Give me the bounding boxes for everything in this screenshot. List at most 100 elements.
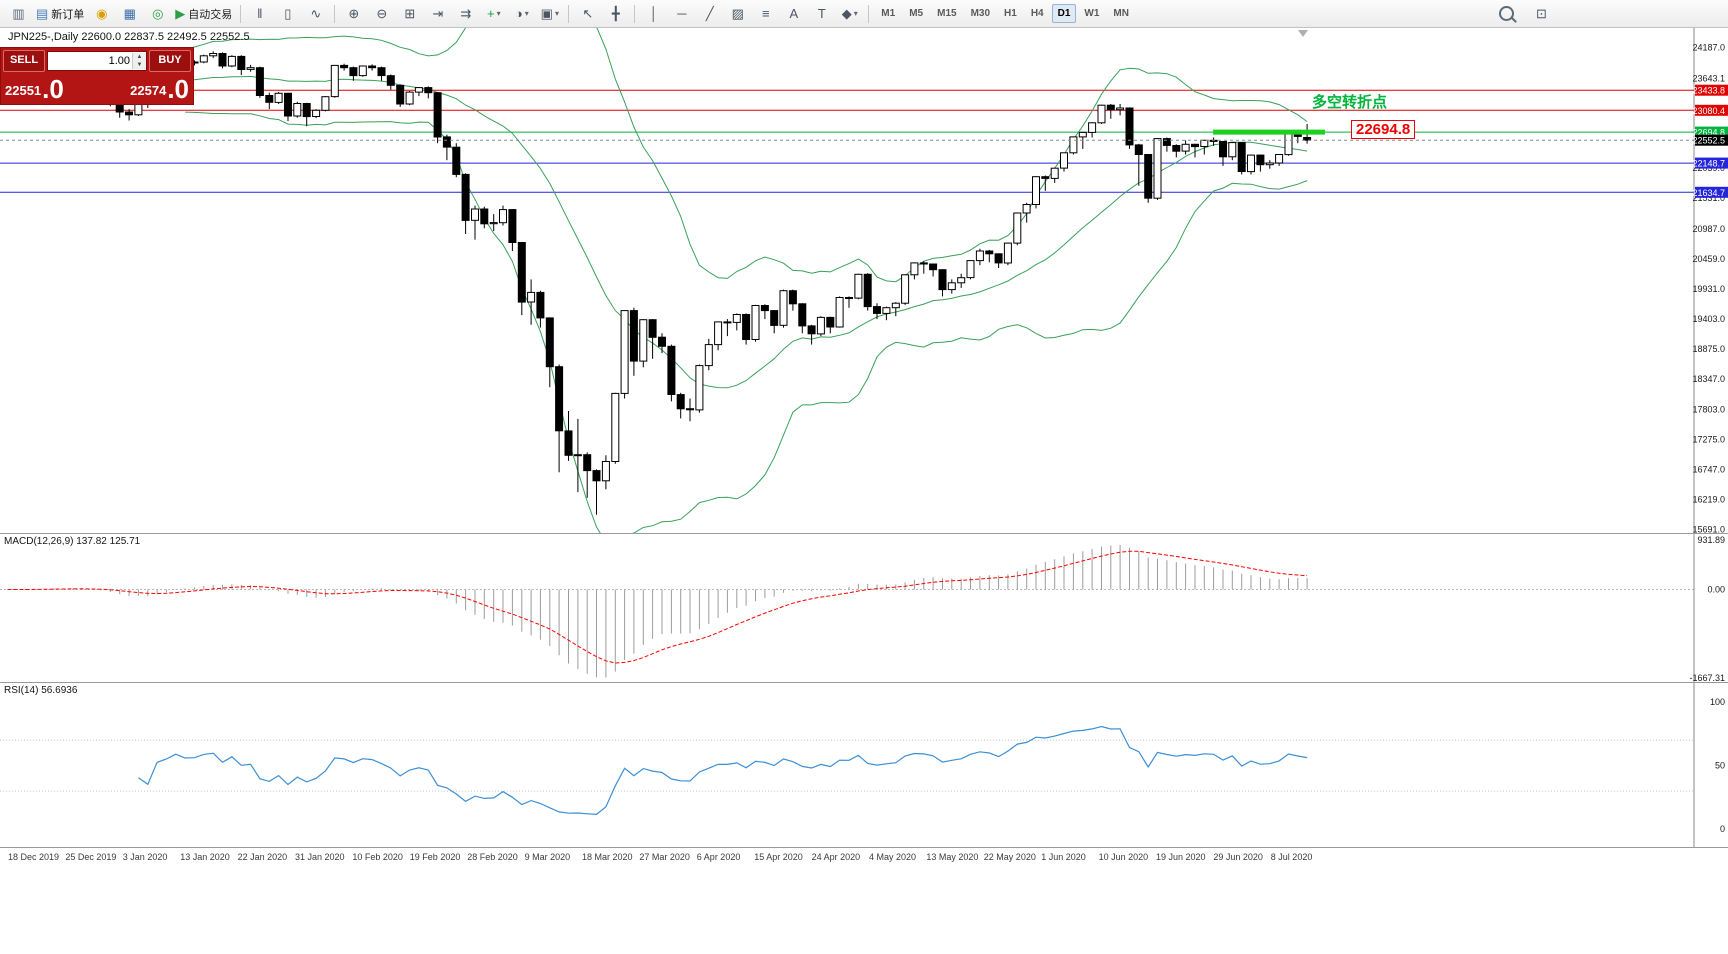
- toolbar-separator: [634, 4, 636, 23]
- symbol-ohlc-readout: JPN225-,Daily 22600.0 22837.5 22492.5 22…: [8, 31, 250, 43]
- market-watch-icon[interactable]: ▦: [123, 5, 136, 21]
- time-axis[interactable]: 18 Dec 2019 25 Dec 2019 3 Jan 2020 13 Jan 2…: [0, 848, 1728, 871]
- volume-up-button[interactable]: ▲: [133, 53, 146, 61]
- macd-background: [0, 534, 1728, 682]
- trendline-button[interactable]: ╱: [705, 5, 714, 21]
- buy-price-main: 22574: [130, 83, 167, 98]
- sell-price-main: 22551: [5, 83, 42, 98]
- rsi-axis-label: 0: [1720, 824, 1725, 834]
- pin-chart-icon[interactable]: ⊡: [1536, 5, 1547, 21]
- bollinger-upper-band: [185, 28, 1308, 283]
- macd-signal-line: [7, 550, 1308, 664]
- timeframe-button-m1[interactable]: M1: [881, 8, 896, 19]
- macd-panel[interactable]: 931.89 0.00 -1667.31: [0, 534, 1728, 682]
- history-center-icon[interactable]: ◉: [96, 5, 108, 21]
- volume-down-button[interactable]: ▼: [133, 61, 146, 69]
- vertical-line-button[interactable]: │: [649, 6, 658, 21]
- cursor-button[interactable]: ↖: [582, 5, 594, 21]
- buy-button[interactable]: BUY: [149, 50, 191, 72]
- time-axis-label: 10 Jun 2020: [1098, 852, 1149, 862]
- price-marker-label: 23080.4: [1692, 106, 1725, 116]
- price-axis-label: 18875.0: [1692, 344, 1725, 354]
- price-marker-box: [1695, 186, 1728, 198]
- volume-spinner: ▲ ▼: [132, 53, 146, 69]
- price-marker-label: 21634.7: [1692, 188, 1725, 198]
- main-price-panel[interactable]: 24187.023643.122059.021531.020987.020459…: [0, 28, 1728, 533]
- horizontal-line-button[interactable]: ─: [677, 6, 687, 21]
- arrows-button[interactable]: ◆ ▾: [841, 5, 858, 21]
- fibonacci-button[interactable]: ≡: [762, 6, 770, 21]
- zoom-in-button[interactable]: ⊕: [348, 5, 360, 21]
- periods-button[interactable]: ◑ ▾: [514, 6, 529, 21]
- timeframe-button-d1[interactable]: D1: [1051, 4, 1077, 23]
- time-axis-label: 1 Jun 2020: [1041, 852, 1086, 862]
- time-axis-label: 3 Jan 2020: [122, 852, 168, 862]
- price-marker-box: [1695, 134, 1728, 146]
- chart-shift-button[interactable]: ⇥: [432, 5, 444, 21]
- time-axis-label: 13 May 2020: [926, 852, 979, 862]
- macd-indicator-label: MACD(12,26,9) 137.82 125.71: [4, 536, 141, 547]
- timeframe-button-mn[interactable]: MN: [1113, 8, 1129, 19]
- candlestick-chart-button[interactable]: ▯: [284, 5, 292, 21]
- channel-button[interactable]: ▨: [731, 5, 744, 21]
- price-axis-label: 23643.1: [1692, 73, 1725, 83]
- timeframe-button-m5[interactable]: M5: [909, 8, 924, 19]
- templates-button[interactable]: ▣ ▾: [540, 5, 559, 21]
- zoom-out-button[interactable]: ⊖: [376, 5, 388, 21]
- sell-button[interactable]: SELL: [3, 50, 45, 72]
- volume-input[interactable]: [48, 55, 132, 67]
- timeframe-button-m30[interactable]: M30: [970, 8, 991, 19]
- timeframe-button-m15[interactable]: M15: [937, 8, 957, 19]
- ohlc-bars-button[interactable]: ‖: [257, 6, 263, 21]
- charts-window-icon[interactable]: ▥: [12, 5, 25, 21]
- bollinger-lower-band: [185, 111, 1308, 533]
- indicators-button[interactable]: + ▾: [486, 6, 501, 21]
- timeframe-button-w1[interactable]: W1: [1084, 8, 1100, 19]
- tile-windows-button[interactable]: ⊞: [404, 5, 416, 21]
- rsi-axis-label: 50: [1715, 761, 1725, 771]
- trade-prices-row: 22551 .0 22574 .0: [1, 72, 193, 102]
- rsi-indicator-label: RSI(14) 56.6936: [4, 685, 78, 696]
- panel-separator[interactable]: [0, 533, 1728, 534]
- timeframe-button-h4[interactable]: H4: [1030, 8, 1044, 19]
- chart-shift-marker[interactable]: [1298, 30, 1308, 37]
- new-order-button[interactable]: ▤ 新订单: [36, 5, 85, 21]
- time-axis-label: 10 Feb 2020: [352, 852, 403, 862]
- price-axis-label: 17803.0: [1692, 405, 1725, 415]
- timeframe-button-h1[interactable]: H1: [1004, 8, 1017, 19]
- sell-price-frac: .0: [42, 74, 64, 104]
- price-axis-label: 16219.0: [1692, 495, 1725, 505]
- sell-price[interactable]: 22551 .0: [5, 76, 64, 102]
- macd-axis-label: -1667.31: [1689, 673, 1725, 682]
- toolbar-separator: [568, 4, 570, 23]
- navigator-icon[interactable]: ◎: [152, 5, 164, 21]
- chart-window[interactable]: 24187.023643.122059.021531.020987.020459…: [0, 28, 1728, 954]
- text-button[interactable]: A: [789, 6, 799, 21]
- toolbar-right-icons: ⊡: [1493, 2, 1555, 26]
- price-callout-label[interactable]: 22694.8: [1351, 120, 1416, 139]
- buy-price[interactable]: 22574 .0: [130, 76, 189, 102]
- auto-scroll-button[interactable]: ⇉: [460, 5, 472, 21]
- time-axis-label: 28 Feb 2020: [467, 852, 518, 862]
- time-axis-label: 24 Apr 2020: [811, 852, 861, 862]
- time-axis-label: 27 Mar 2020: [639, 852, 690, 862]
- panel-separator[interactable]: [0, 847, 1728, 848]
- search-icon[interactable]: [1493, 2, 1520, 26]
- trade-controls-row: SELL ▲ ▼ BUY: [1, 48, 193, 72]
- panel-separator[interactable]: [0, 682, 1728, 683]
- rsi-background: [0, 683, 1728, 847]
- time-axis-label: 31 Jan 2020: [295, 852, 345, 862]
- auto-trading-button[interactable]: ▶ 自动交易: [175, 5, 233, 21]
- price-marker-box: [1695, 126, 1728, 138]
- time-axis-label: 22 May 2020: [983, 852, 1036, 862]
- price-axis-label: 21531.0: [1692, 193, 1725, 203]
- turning-point-annotation[interactable]: 多空转折点: [1312, 94, 1388, 111]
- rsi-panel[interactable]: 100 50 0: [0, 683, 1728, 847]
- price-axis-label: 20459.0: [1692, 254, 1725, 264]
- label-button[interactable]: T: [817, 6, 826, 21]
- line-chart-button[interactable]: ∿: [310, 5, 322, 21]
- time-axis-label: 25 Dec 2019: [65, 852, 117, 862]
- crosshair-button[interactable]: ╋: [611, 5, 620, 21]
- toolbar-separator: [334, 4, 336, 23]
